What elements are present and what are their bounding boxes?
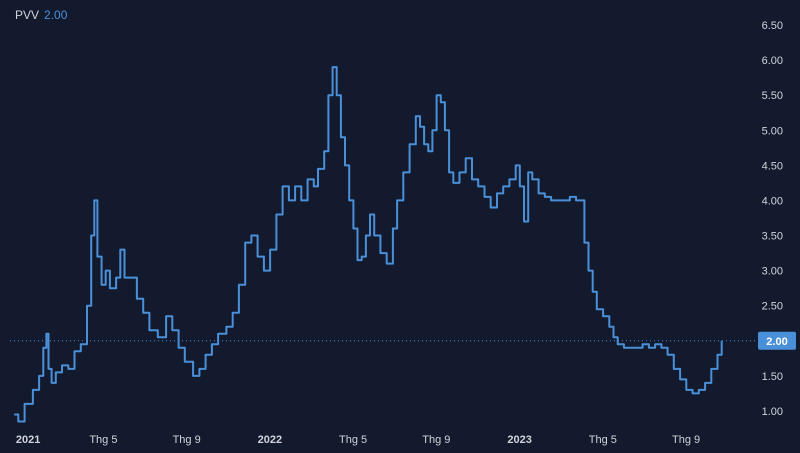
x-tick-label: 2021 bbox=[16, 434, 40, 446]
legend: PVV 2.00 bbox=[15, 8, 67, 22]
price-label-box bbox=[758, 331, 796, 350]
x-tick-label: Thg 5 bbox=[589, 434, 617, 446]
legend-value: 2.00 bbox=[44, 8, 68, 22]
y-tick-label: 1.00 bbox=[762, 406, 783, 418]
y-tick-label: 4.00 bbox=[762, 195, 783, 207]
x-tick-label: Thg 5 bbox=[89, 434, 117, 446]
y-tick-label: 6.50 bbox=[762, 20, 783, 32]
y-tick-label: 5.00 bbox=[762, 125, 783, 137]
series-line-0 bbox=[14, 66, 723, 423]
y-tick-label: 2.50 bbox=[762, 301, 783, 313]
x-tick-label: Thg 5 bbox=[339, 434, 367, 446]
x-tick-label: Thg 9 bbox=[173, 434, 201, 446]
x-tick-label: Thg 9 bbox=[672, 434, 700, 446]
y-tick-label: 6.00 bbox=[762, 55, 783, 67]
x-tick-label: Thg 9 bbox=[422, 434, 450, 446]
y-tick-label: 1.50 bbox=[762, 371, 783, 383]
price-label: 2.00 bbox=[766, 336, 787, 348]
y-tick-label: 3.00 bbox=[762, 266, 783, 278]
x-tick-label: 2022 bbox=[258, 434, 282, 446]
y-tick-label: 5.50 bbox=[762, 90, 783, 102]
y-tick-label: 3.50 bbox=[762, 231, 783, 243]
legend-symbol: PVV bbox=[15, 8, 40, 22]
x-tick-label: 2023 bbox=[507, 434, 531, 446]
y-tick-label: 4.50 bbox=[762, 160, 783, 172]
